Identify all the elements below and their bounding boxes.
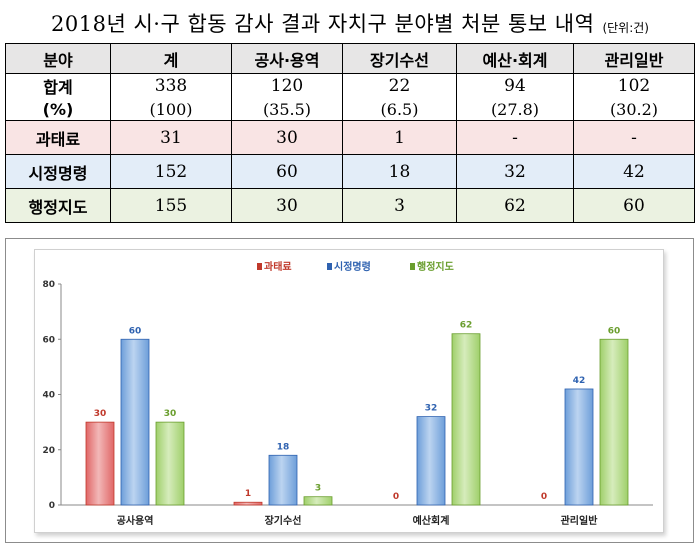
bar [233,501,263,506]
y-tick-label: 20 [42,446,55,456]
table-row: 행정지도 155 30 3 62 60 [5,188,695,223]
bar [599,338,629,506]
table-cell: (30.2) [573,98,695,121]
x-tick-label: 관리일반 [561,514,599,527]
header-cell: 계 [110,43,232,74]
bar [268,454,298,506]
table-cell: 60 [573,188,695,223]
data-label: 60 [608,326,621,336]
table-cell: 102 [573,73,695,98]
y-tick-label: 40 [42,391,55,401]
data-label: 60 [129,326,142,336]
table-row: 시정명령 152 60 18 32 42 [5,154,695,189]
row-label: 시정명령 [5,154,111,189]
header-cell: 분야 [5,43,111,74]
table-cell: 31 [110,120,232,155]
data-label: 0 [541,492,547,502]
data-label: 30 [164,409,177,419]
x-tick-label: 예산회계 [413,514,450,527]
table-cell: 32 [456,154,574,189]
legend-label: 시정명령 [334,260,371,273]
row-label: 과태료 [5,120,111,155]
legend-swatch [327,263,332,270]
table-cell: 60 [231,154,343,189]
x-tick-label: 공사용역 [117,514,154,527]
table-cell: 30 [231,120,343,155]
bar [120,338,150,506]
table-cell: 18 [342,154,457,189]
table-cell: 30 [231,188,343,223]
table-cell: 42 [573,154,695,189]
header-cell: 장기수선 [342,43,457,74]
table-cell: (6.5) [342,98,457,121]
data-label: 18 [277,442,290,452]
x-tick-label: 장기수선 [265,514,302,527]
bar [564,388,594,506]
header-cell: 예산·회계 [456,43,574,74]
table-cell: 155 [110,188,232,223]
table-cell: 22 [342,73,457,98]
table-row: 과태료 31 30 1 - - [5,120,695,155]
row-label: 행정지도 [5,188,111,223]
table-cell: 338 [110,73,232,98]
chart-panel: 0 20 40 60 80 과태료 시정명령 행정지도 30 60 30 공사용역 1 18 3 장기수선 0 3… [34,249,664,533]
table-row: (%) (100) (35.5) (6.5) (27.8) (30.2) [5,98,695,121]
bar [303,496,333,506]
table-cell: (100) [110,98,232,121]
title-unit: (단위:건) [602,21,649,35]
bar-chart: 0 20 40 60 80 과태료 시정명령 행정지도 30 60 30 공사용역 1 18 3 장기수선 0 3… [42,260,653,527]
legend-swatch [257,263,262,270]
table-cell: 3 [342,188,457,223]
y-tick-label: 80 [42,280,55,290]
table-cell: (35.5) [231,98,343,121]
legend-label: 과태료 [264,260,292,273]
header-cell: 공사·용역 [231,43,343,74]
table-cell: 62 [456,188,574,223]
data-label: 30 [94,409,107,419]
table-cell: 94 [456,73,574,98]
data-label: 1 [245,489,251,499]
page-title: 2018년 시·구 합동 감사 결과 자치구 분야별 처분 통보 내역 (단위:… [0,4,700,38]
y-tick-label: 60 [42,335,55,345]
y-tick-label: 0 [49,501,55,511]
bar [451,333,481,506]
row-label: (%) [5,98,111,121]
header-cell: 관리일반 [573,43,695,74]
table-cell: (27.8) [456,98,574,121]
legend-swatch [410,263,415,270]
bar [85,421,115,506]
summary-table: 분야 계 공사·용역 장기수선 예산·회계 관리일반 합계 338 120 22… [5,43,695,223]
data-label: 0 [393,492,399,502]
data-label: 42 [573,376,586,386]
row-label: 합계 [5,73,111,98]
table-header-row: 분야 계 공사·용역 장기수선 예산·회계 관리일반 [5,43,695,74]
table-row: 합계 338 120 22 94 102 [5,73,695,98]
data-label: 62 [460,321,473,331]
table-cell: 120 [231,73,343,98]
table-cell: 152 [110,154,232,189]
table-cell: - [573,120,695,155]
bar [416,416,446,506]
chart-frame: 0 20 40 60 80 과태료 시정명령 행정지도 30 60 30 공사용역 1 18 3 장기수선 0 3… [5,238,694,543]
title-main: 2018년 시·구 합동 감사 결과 자치구 분야별 처분 통보 내역 [51,12,595,36]
legend-label: 행정지도 [417,260,454,273]
table-cell: - [456,120,574,155]
data-label: 3 [315,484,321,494]
table-cell: 1 [342,120,457,155]
bar [155,421,185,506]
data-label: 32 [425,404,438,414]
